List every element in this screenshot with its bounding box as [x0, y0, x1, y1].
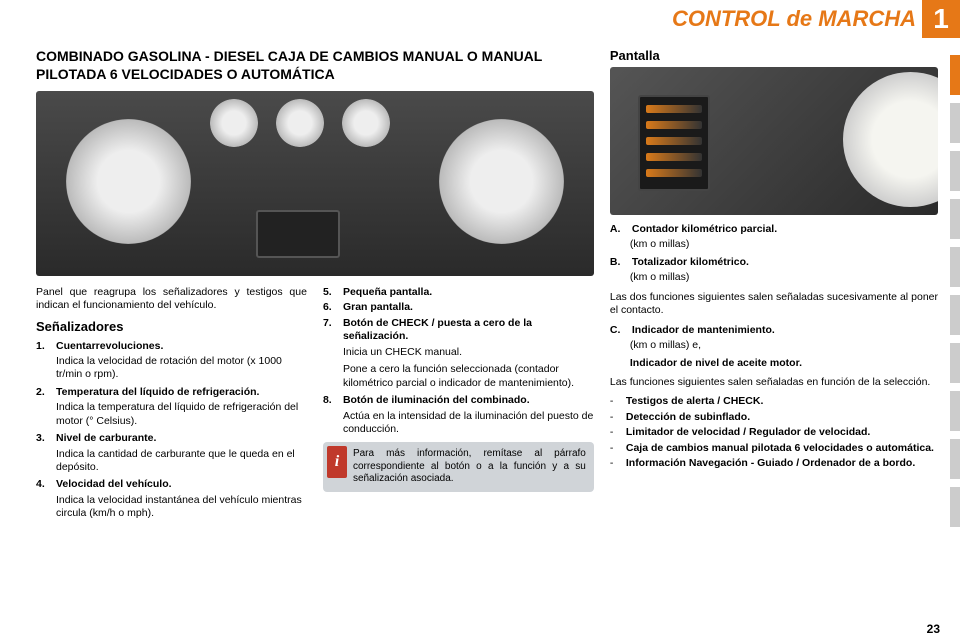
list-title: Caja de cambios manual pilotada 6 veloci…	[626, 442, 938, 455]
list-item: 8.Botón de iluminación del combinado.	[323, 394, 594, 407]
list-desc: Indica la velocidad instantánea del vehí…	[56, 494, 307, 521]
side-tab	[950, 151, 960, 191]
side-tab	[950, 343, 960, 383]
dash: -	[610, 395, 626, 408]
side-tab	[950, 199, 960, 239]
list-desc: Indica la cantidad de carburante que le …	[56, 448, 307, 475]
list-item: 6.Gran pantalla.	[323, 301, 594, 314]
list-number: 5.	[323, 286, 343, 299]
page-header-title: CONTROL de MARCHA	[672, 6, 922, 32]
list-title: Nivel de carburante.	[56, 432, 156, 444]
list-number: 7.	[323, 317, 343, 344]
body-text: Las dos funciones siguientes salen señal…	[610, 291, 938, 318]
list-item: 4.Velocidad del vehículo.	[36, 478, 307, 491]
list-title: Botón de iluminación del combinado.	[343, 394, 530, 406]
list-title: Información Navegación - Guiado / Ordena…	[626, 457, 938, 470]
list-title: Contador kilométrico parcial.	[632, 223, 777, 235]
display-line	[646, 105, 702, 113]
list-item: -Testigos de alerta / CHECK.	[610, 395, 938, 408]
list-item: -Información Navegación - Guiado / Orden…	[610, 457, 938, 470]
side-tab	[950, 487, 960, 527]
list-item: 1.Cuentarrevoluciones.	[36, 340, 307, 353]
list-title: Indicador de mantenimiento.	[632, 324, 775, 336]
list-item: 7.Botón de CHECK / puesta a cero de la s…	[323, 317, 594, 344]
gauge-icon	[342, 99, 390, 147]
list-label: A.	[610, 223, 632, 236]
list-title: Detección de subinflado.	[626, 411, 938, 424]
dash: -	[610, 411, 626, 424]
list-item: -Detección de subinflado.	[610, 411, 938, 424]
list-number: 2.	[36, 386, 56, 399]
dashboard-photo	[36, 91, 594, 276]
info-text: Para más información, remítase al párraf…	[353, 448, 586, 484]
list-title: Pequeña pantalla.	[343, 286, 432, 298]
list-desc: Indica la velocidad de rotación del moto…	[56, 355, 307, 382]
page-number: 23	[927, 622, 940, 636]
main-heading: COMBINADO GASOLINA - DIESEL CAJA DE CAMB…	[36, 48, 594, 83]
list-number: 3.	[36, 432, 56, 445]
display-icon	[256, 210, 340, 258]
display-icon	[638, 95, 710, 191]
list-item: -Caja de cambios manual pilotada 6 veloc…	[610, 442, 938, 455]
side-tab	[950, 295, 960, 335]
gauge-icon	[439, 119, 564, 244]
list-number: 4.	[36, 478, 56, 491]
pantalla-heading: Pantalla	[610, 48, 938, 63]
list-desc: (km o millas) e,	[630, 339, 938, 352]
chapter-number-box: 1	[922, 0, 960, 38]
list-title: Indicador de nivel de aceite motor.	[630, 357, 938, 370]
list-title: Cuentarrevoluciones.	[56, 340, 163, 352]
pantalla-photo	[610, 67, 938, 215]
side-tab	[950, 439, 960, 479]
side-tab	[950, 103, 960, 143]
list-label: B.	[610, 256, 632, 269]
side-tab	[950, 247, 960, 287]
list-title: Totalizador kilométrico.	[632, 256, 749, 268]
gauge-icon	[843, 72, 938, 207]
list-item: A.Contador kilométrico parcial.	[610, 223, 938, 236]
gauge-icon	[276, 99, 324, 147]
info-box: i Para más información, remítase al párr…	[323, 442, 594, 492]
side-tab	[950, 55, 960, 95]
list-desc: (km o millas)	[630, 238, 938, 251]
intro-text: Panel que reagrupa los señalizadores y t…	[36, 286, 307, 313]
list-number: 6.	[323, 301, 343, 314]
list-desc: Inicia un CHECK manual.	[343, 346, 594, 359]
side-tabs	[950, 55, 960, 527]
list-title: Limitador de velocidad / Regulador de ve…	[626, 426, 938, 439]
dash: -	[610, 426, 626, 439]
senalizadores-heading: Señalizadores	[36, 319, 307, 336]
list-label: C.	[610, 324, 632, 337]
body-text: Las funciones siguientes salen señaladas…	[610, 376, 938, 389]
list-item: B.Totalizador kilométrico.	[610, 256, 938, 269]
display-line	[646, 137, 702, 145]
list-item: 5.Pequeña pantalla.	[323, 286, 594, 299]
display-line	[646, 169, 702, 177]
list-title: Testigos de alerta / CHECK.	[626, 395, 938, 408]
list-item: -Limitador de velocidad / Regulador de v…	[610, 426, 938, 439]
dash: -	[610, 442, 626, 455]
display-line	[646, 121, 702, 129]
list-title: Botón de CHECK / puesta a cero de la señ…	[343, 317, 532, 342]
list-title: Gran pantalla.	[343, 301, 413, 313]
list-desc: Actúa en la intensidad de la iluminación…	[343, 410, 594, 437]
list-number: 8.	[323, 394, 343, 407]
list-desc: Pone a cero la función seleccionada (con…	[343, 363, 594, 390]
list-desc: (km o millas)	[630, 271, 938, 284]
dash: -	[610, 457, 626, 470]
info-icon: i	[327, 446, 347, 478]
list-number: 1.	[36, 340, 56, 353]
list-desc: Indica la temperatura del líquido de ref…	[56, 401, 307, 428]
list-title: Temperatura del líquido de refrigeración…	[56, 386, 259, 398]
gauge-icon	[210, 99, 258, 147]
list-item: 3.Nivel de carburante.	[36, 432, 307, 445]
list-item: 2.Temperatura del líquido de refrigeraci…	[36, 386, 307, 399]
list-title: Velocidad del vehículo.	[56, 478, 172, 490]
gauge-icon	[66, 119, 191, 244]
side-tab	[950, 391, 960, 431]
display-line	[646, 153, 702, 161]
